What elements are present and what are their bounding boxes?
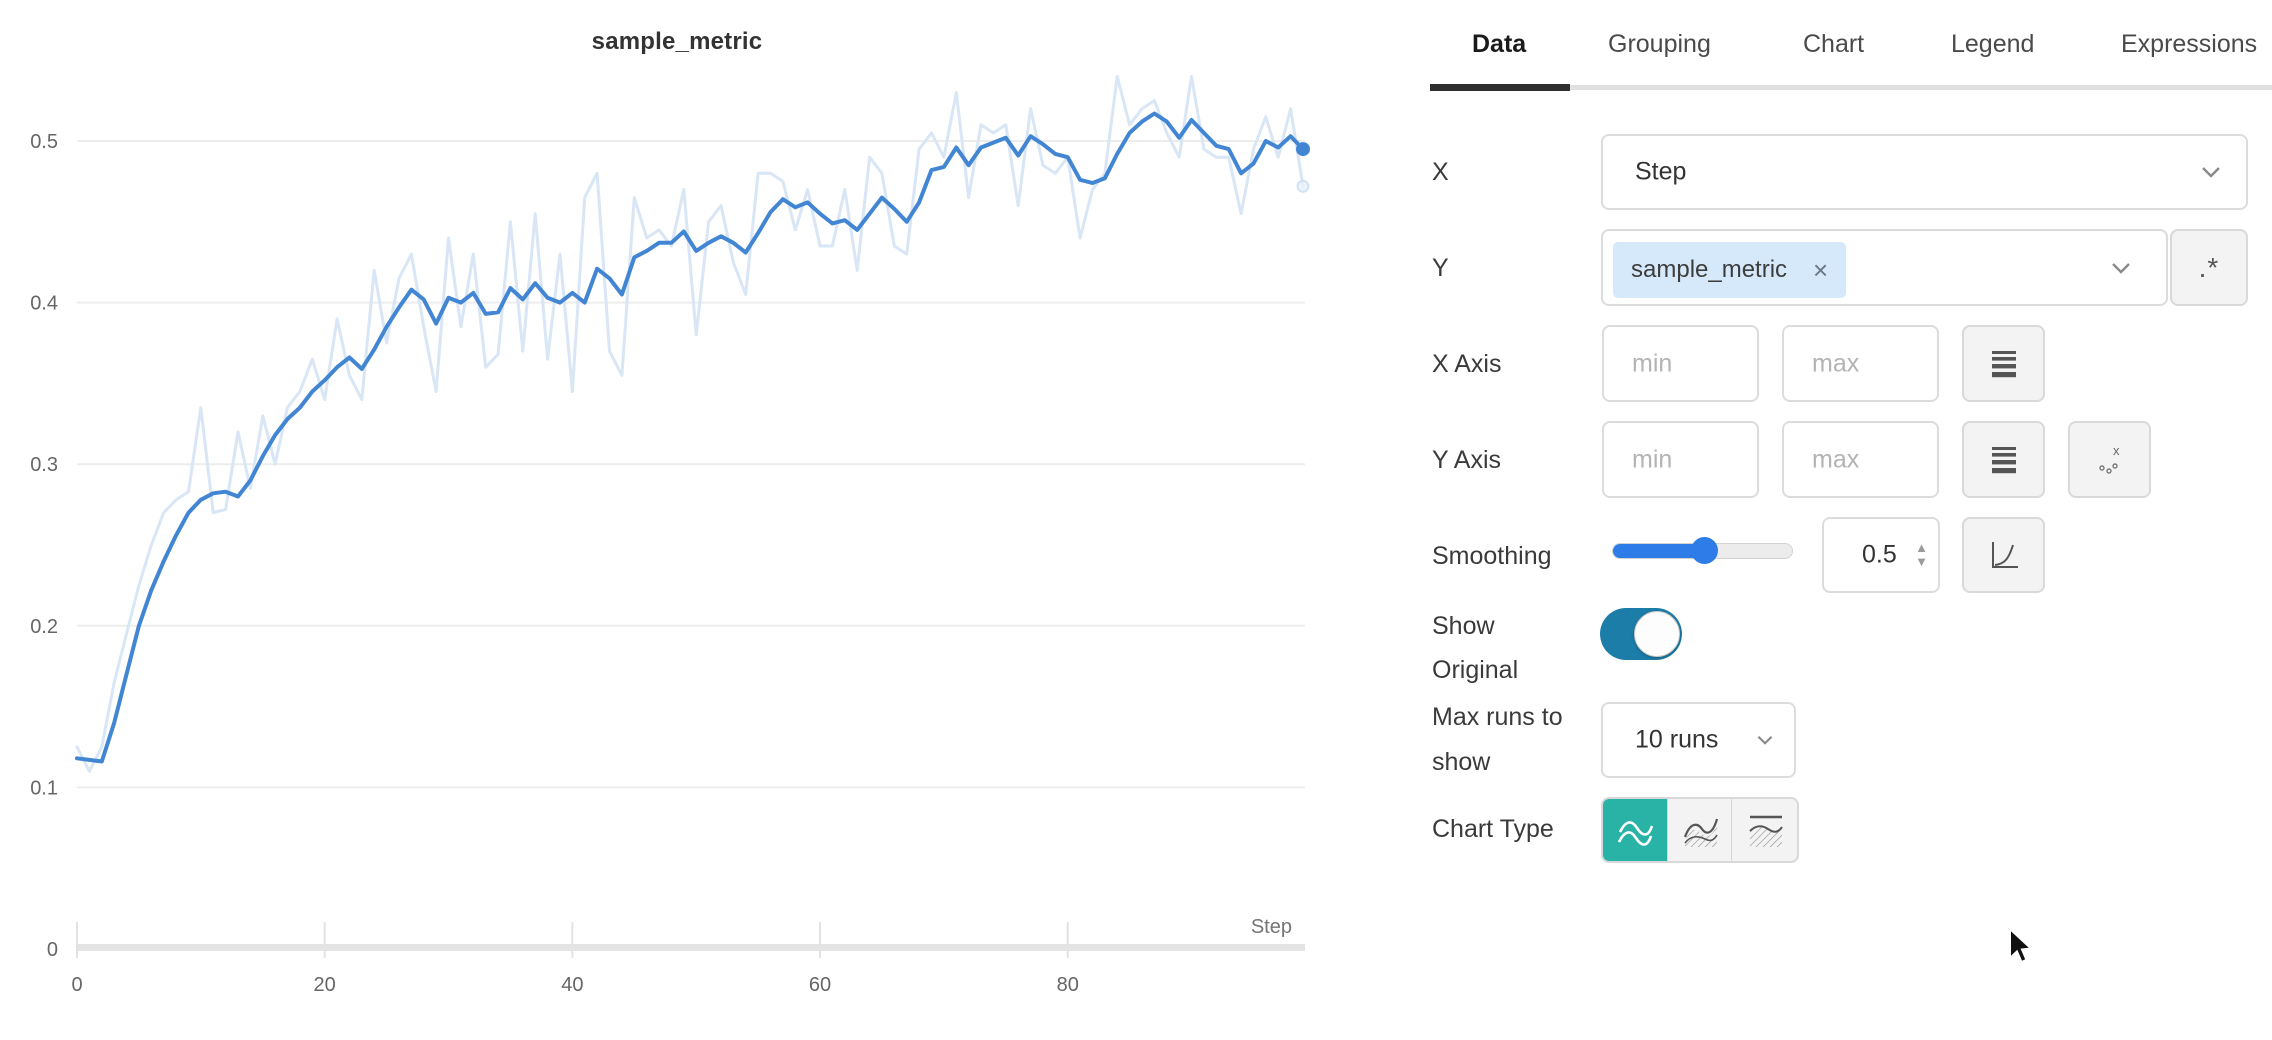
- ignore-outliers-button[interactable]: x: [2068, 421, 2151, 498]
- remove-metric-icon[interactable]: ×: [1813, 254, 1829, 285]
- svg-text:80: 80: [1057, 974, 1079, 996]
- show-original-label-line2: Original: [1432, 656, 1519, 684]
- tab-legend[interactable]: Legend: [1951, 30, 2035, 58]
- log-scale-icon: [1991, 350, 2016, 377]
- tab-underline: [1430, 85, 2272, 90]
- min-placeholder: min: [1632, 445, 1673, 473]
- chart-type-label: Chart Type: [1432, 815, 1554, 843]
- svg-text:0.2: 0.2: [30, 616, 58, 638]
- running-average-button[interactable]: [1962, 517, 2045, 593]
- y-axis-max-input[interactable]: max: [1782, 421, 1939, 498]
- svg-text:20: 20: [314, 974, 336, 996]
- y-axis-min-input[interactable]: min: [1602, 421, 1759, 498]
- x-axis-title: Step: [1250, 916, 1292, 938]
- smoothing-slider-fill: [1613, 544, 1705, 558]
- smoothing-slider-knob[interactable]: [1691, 537, 1718, 564]
- outliers-icon: x: [2098, 443, 2120, 474]
- chart-title: sample_metric: [591, 28, 763, 55]
- x-axis-max-input[interactable]: max: [1782, 325, 1939, 402]
- svg-text:0.1: 0.1: [30, 777, 58, 799]
- active-tab-indicator: [1430, 84, 1570, 91]
- svg-text:x: x: [2113, 443, 2120, 458]
- tab-data[interactable]: Data: [1472, 30, 1527, 58]
- chart-type-segmented-control: [1601, 797, 1799, 863]
- y-metric-tag: sample_metric ×: [1613, 242, 1847, 298]
- x-field-label: X: [1432, 158, 1449, 186]
- svg-text:0: 0: [47, 939, 58, 961]
- x-select-value: Step: [1635, 157, 1687, 186]
- running-average-icon: [1991, 542, 2018, 568]
- y-metric-tag-label: sample_metric: [1631, 256, 1788, 283]
- max-runs-select[interactable]: 10 runs: [1601, 702, 1796, 778]
- y-axis-log-scale-button[interactable]: [1962, 421, 2045, 498]
- svg-text:0.4: 0.4: [30, 293, 58, 315]
- min-max-area-icon: [1683, 818, 1718, 847]
- x-axis-log-scale-button[interactable]: [1962, 325, 2045, 402]
- svg-text:0.3: 0.3: [30, 454, 58, 476]
- tab-expressions[interactable]: Expressions: [2121, 30, 2258, 58]
- chevron-down-icon: [1757, 735, 1773, 745]
- show-original-label: Show: [1432, 612, 1495, 640]
- min-placeholder: min: [1632, 349, 1673, 377]
- percentile-area-icon: [1748, 815, 1783, 847]
- tab-chart[interactable]: Chart: [1803, 30, 1865, 58]
- smoothing-value: 0.5: [1862, 540, 1897, 569]
- stepper-arrows-icon[interactable]: ▲ ▼: [1915, 540, 1928, 569]
- chevron-down-icon: [2202, 167, 2220, 178]
- line-plot-icon: [1617, 821, 1654, 846]
- x-axis-min-input[interactable]: min: [1602, 325, 1759, 402]
- svg-text:40: 40: [561, 974, 583, 996]
- chevron-down-icon: [2112, 262, 2130, 274]
- chart-settings-panel: Data Grouping Chart Legend Expressions X…: [1430, 0, 2272, 1040]
- chart-plot-area[interactable]: 0 0.1 0.2 0.3 0.4 0.5 0 20 40 60 80: [0, 0, 1430, 1040]
- regex-toggle-button[interactable]: .*: [2170, 229, 2248, 306]
- y-select[interactable]: sample_metric ×: [1601, 229, 2168, 306]
- chart-type-percentile-button[interactable]: [1732, 799, 1797, 861]
- max-placeholder: max: [1812, 349, 1860, 377]
- show-original-toggle[interactable]: [1600, 608, 1682, 660]
- max-placeholder: max: [1812, 445, 1860, 473]
- svg-text:0: 0: [71, 974, 82, 996]
- log-scale-icon: [1991, 446, 2016, 473]
- y-axis-label: Y Axis: [1432, 446, 1502, 474]
- toggle-knob: [1634, 611, 1680, 657]
- line-chart-panel[interactable]: 0 0.1 0.2 0.3 0.4 0.5 0 20 40 60 80 sample_metric …: [0, 0, 1430, 1040]
- chart-type-area-button[interactable]: [1668, 799, 1733, 861]
- svg-text:60: 60: [809, 974, 831, 996]
- max-runs-label-line2: show: [1432, 748, 1491, 776]
- x-select[interactable]: Step: [1601, 134, 2248, 210]
- y-field-label: Y: [1432, 254, 1449, 282]
- max-runs-label: Max runs to: [1432, 703, 1563, 731]
- max-runs-value: 10 runs: [1635, 725, 1719, 754]
- smoothing-slider[interactable]: [1612, 537, 1793, 564]
- svg-text:0.5: 0.5: [30, 131, 58, 153]
- regex-icon: .*: [2198, 251, 2220, 283]
- x-axis-label: X Axis: [1432, 350, 1502, 378]
- tab-grouping[interactable]: Grouping: [1608, 30, 1711, 58]
- smoothing-label: Smoothing: [1432, 542, 1552, 570]
- settings-tab-bar: Data Grouping Chart Legend Expressions: [1430, 0, 2272, 91]
- smoothing-value-input[interactable]: 0.5 ▲ ▼: [1822, 517, 1940, 593]
- chart-type-line-button[interactable]: [1603, 799, 1668, 861]
